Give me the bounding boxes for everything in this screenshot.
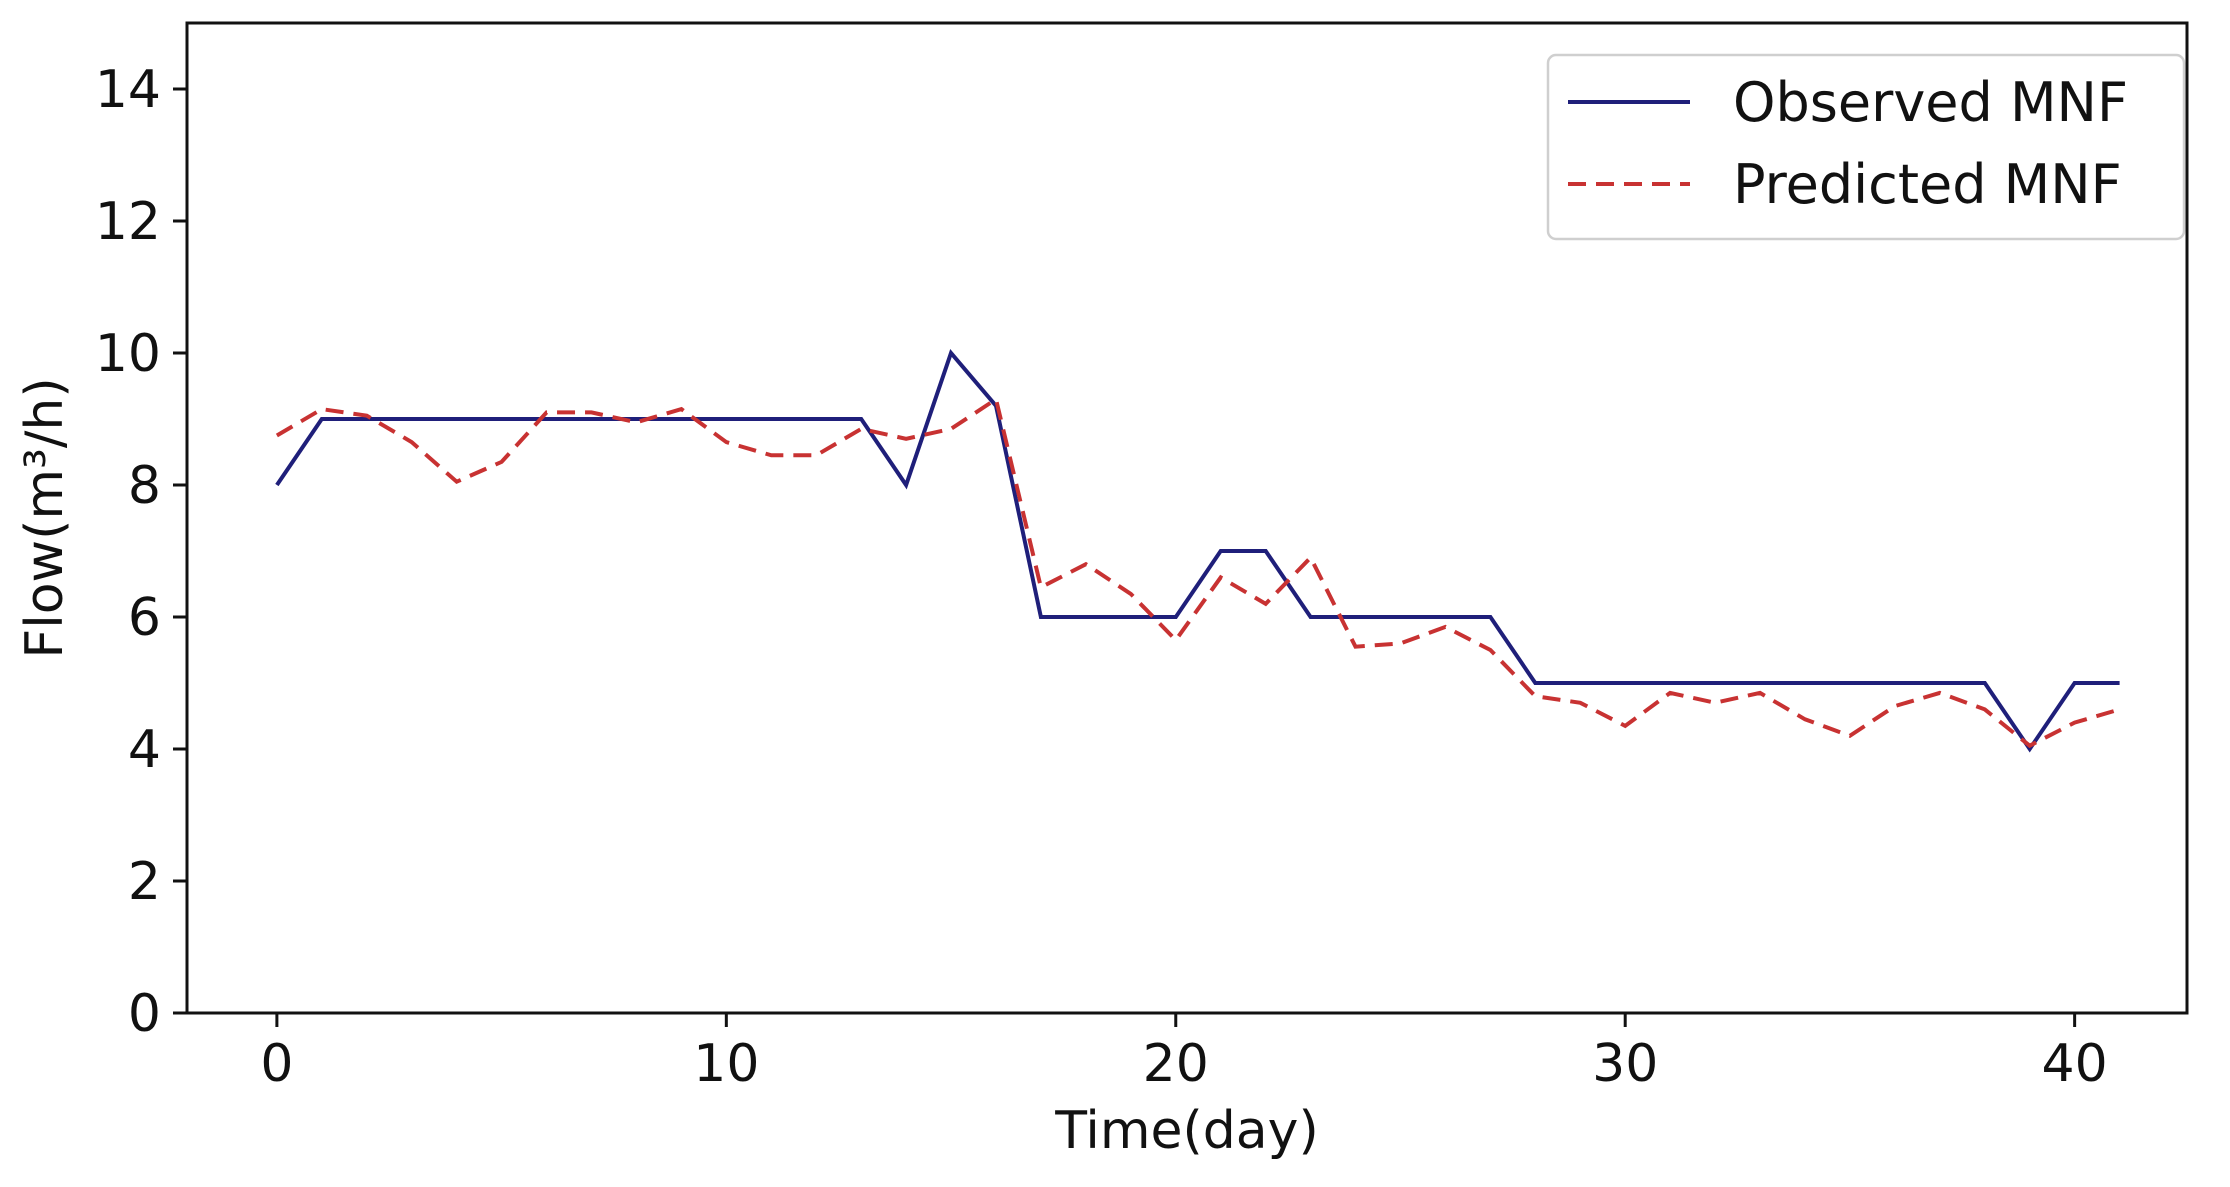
x-tick-label: 10 bbox=[693, 1034, 759, 1094]
legend-label-predicted: Predicted MNF bbox=[1733, 153, 2122, 216]
x-tick-label: 40 bbox=[2042, 1034, 2108, 1094]
y-tick-label: 12 bbox=[95, 192, 161, 252]
legend: Observed MNF Predicted MNF bbox=[1546, 53, 2186, 241]
y-tick-label: 8 bbox=[128, 456, 161, 516]
y-tick-label: 2 bbox=[128, 852, 161, 912]
x-tick-label: 20 bbox=[1143, 1034, 1209, 1094]
series-layer bbox=[275, 349, 2121, 753]
y-tick-label: 0 bbox=[128, 984, 161, 1044]
x-tick-label: 0 bbox=[260, 1034, 293, 1094]
y-tick-label: 10 bbox=[95, 324, 161, 384]
y-axis-label: Flow(m³/h) bbox=[15, 377, 75, 658]
y-axis-ticks: 0 2 4 6 8 10 12 14 bbox=[95, 60, 187, 1044]
series-line-observed bbox=[275, 349, 2120, 753]
x-axis-ticks: 0 10 20 30 40 bbox=[260, 1013, 2108, 1094]
y-tick-label: 4 bbox=[128, 720, 161, 780]
x-tick-label: 30 bbox=[1592, 1034, 1658, 1094]
y-tick-label: 6 bbox=[128, 588, 161, 648]
legend-box bbox=[1546, 53, 2186, 241]
x-axis-label: Time(day) bbox=[1054, 1101, 1318, 1161]
legend-label-observed: Observed MNF bbox=[1733, 71, 2128, 134]
series-line-predicted bbox=[275, 395, 2121, 749]
y-tick-label: 14 bbox=[95, 60, 161, 120]
